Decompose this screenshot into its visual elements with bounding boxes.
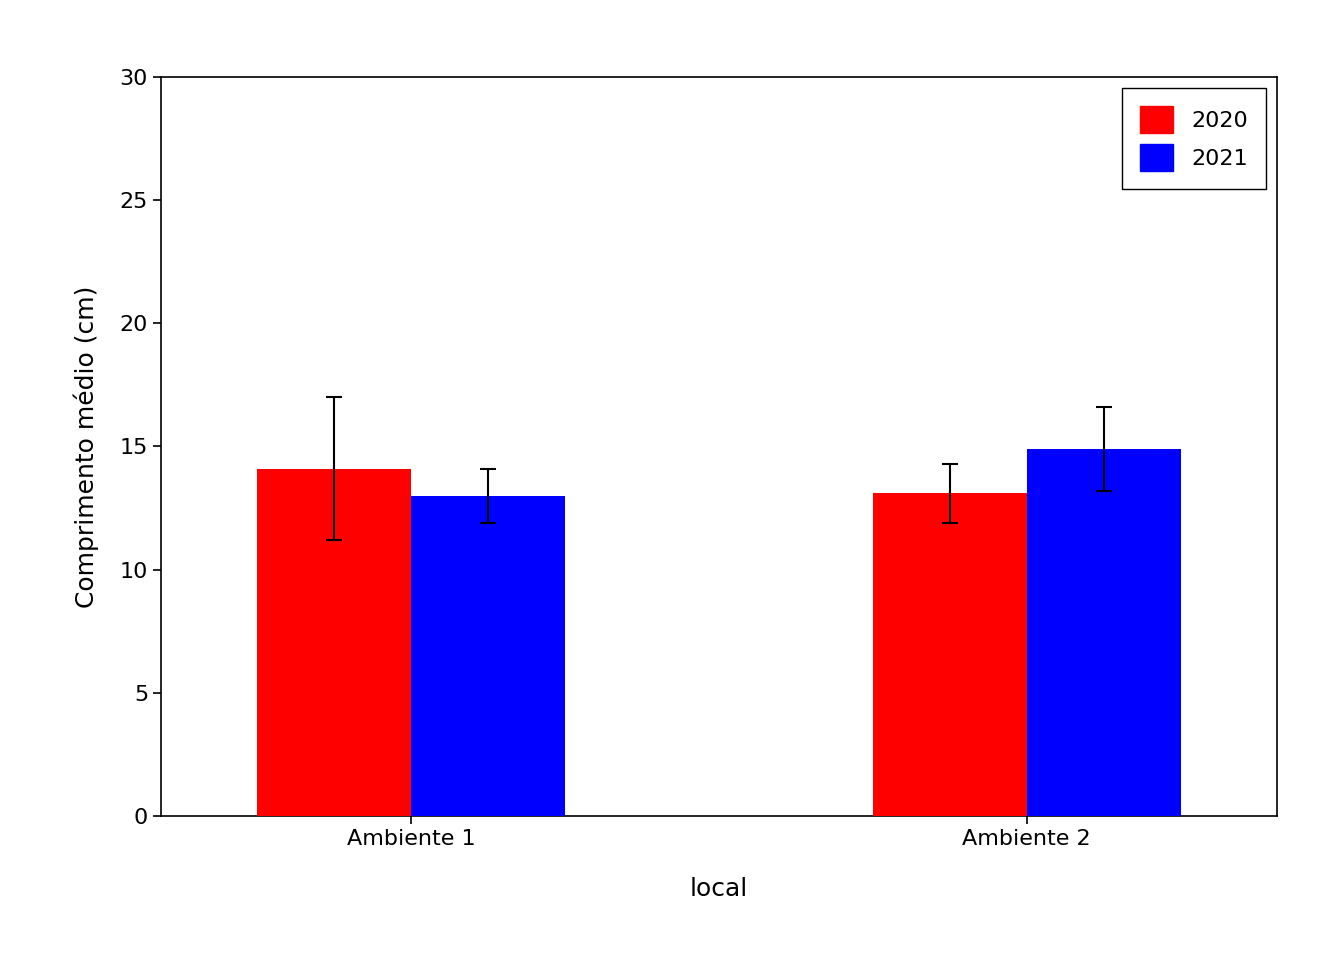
Bar <box>411 495 566 816</box>
Legend: 2020, 2021: 2020, 2021 <box>1122 88 1266 189</box>
X-axis label: local: local <box>689 877 749 901</box>
Bar <box>258 468 411 816</box>
Bar <box>872 493 1027 816</box>
Y-axis label: Comprimento médio (cm): Comprimento médio (cm) <box>74 285 99 608</box>
Bar <box>1027 449 1180 816</box>
